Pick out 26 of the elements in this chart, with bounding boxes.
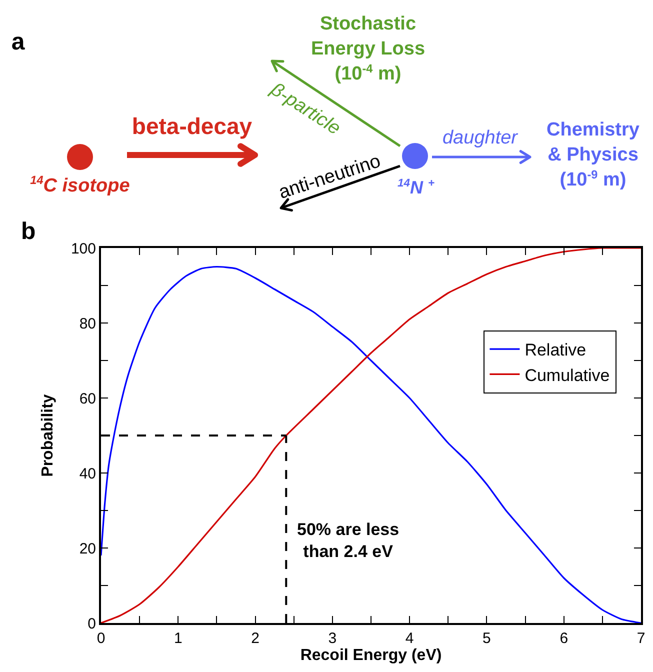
x-tick-label: 5 (482, 630, 491, 647)
text: b (21, 218, 36, 245)
x-tick-label: 7 (636, 630, 646, 647)
x-axis-title: Recoil Energy (eV) (300, 647, 442, 664)
x-tick-label: 2 (251, 630, 260, 647)
y-tick-label: 100 (70, 240, 96, 258)
x-tick-label: 3 (328, 630, 337, 647)
text: $^{14}$C isotope (30, 173, 130, 198)
legend-label: Relative (524, 340, 586, 360)
text: beta-decay (132, 112, 252, 142)
text: a (11, 27, 25, 58)
y-tick-label: 40 (79, 465, 96, 482)
y-tick-label: 60 (79, 390, 96, 408)
x-tick-label: 1 (174, 630, 182, 647)
text: Chemistry & Physics (10$^{-9}$ m) (546, 118, 640, 193)
text: Stochastic Energy Loss (10$^{-4}$ m) (310, 12, 426, 85)
x-tick-label: 4 (405, 630, 414, 647)
legend-label: Cumulative (524, 366, 610, 385)
y-tick-label: 20 (79, 540, 96, 558)
y-tick-label: 80 (79, 315, 96, 332)
y-tick-label: 0 (88, 615, 96, 632)
x-tick-label: 6 (560, 630, 568, 647)
y-axis-title: Probability (39, 394, 56, 477)
text: daughter (442, 126, 518, 151)
text: $^{14}$N $^{+}$ (398, 176, 434, 200)
annotation: 50% are less than 2.4 eV (297, 520, 400, 562)
